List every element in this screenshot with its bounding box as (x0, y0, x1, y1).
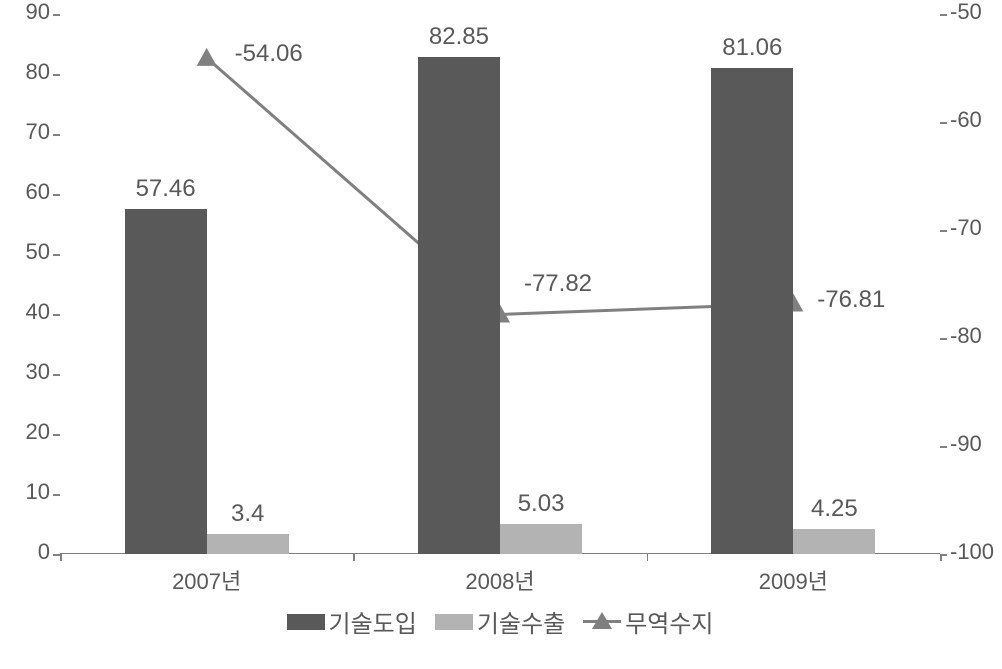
y-left-tick-mark (53, 494, 60, 496)
y-left-tick-label: 50 (0, 239, 50, 265)
line-series (207, 58, 794, 315)
bar-data-label: 5.03 (491, 490, 591, 518)
y-left-tick-mark (53, 314, 60, 316)
bar-data-label: 82.85 (409, 23, 509, 51)
bar-기술수출 (207, 534, 289, 554)
legend-item: 무역수지 (583, 604, 713, 639)
y-right-tick-mark (940, 446, 947, 448)
bar-기술도입 (125, 209, 207, 554)
y-right-tick-mark (940, 122, 947, 124)
legend-label: 기술수출 (477, 604, 565, 639)
legend-item: 기술수출 (435, 604, 565, 639)
legend-swatch (435, 614, 473, 630)
y-right-tick-label: -80 (950, 323, 982, 349)
y-left-tick-mark (53, 374, 60, 376)
x-tick-mark (353, 554, 355, 561)
x-tick-mark (60, 554, 62, 561)
y-right-tick-mark (940, 14, 947, 16)
legend-label: 기술도입 (329, 604, 417, 639)
y-left-tick-mark (53, 134, 60, 136)
y-left-tick-mark (53, 74, 60, 76)
y-left-tick-label: 90 (0, 0, 50, 25)
bar-기술도입 (418, 57, 500, 554)
line-marker (197, 48, 217, 66)
x-tick-mark (647, 554, 649, 561)
y-left-tick-mark (53, 254, 60, 256)
legend-label: 무역수지 (625, 604, 713, 639)
y-right-tick-label: -60 (950, 107, 982, 133)
y-left-tick-label: 20 (0, 419, 50, 445)
y-left-tick-mark (53, 194, 60, 196)
y-left-tick-label: 40 (0, 299, 50, 325)
y-left-tick-label: 60 (0, 179, 50, 205)
y-left-tick-label: 80 (0, 59, 50, 85)
y-right-tick-mark (940, 338, 947, 340)
y-left-tick-label: 70 (0, 119, 50, 145)
y-left-tick-label: 30 (0, 359, 50, 385)
y-right-tick-label: -100 (950, 539, 994, 565)
bar-기술수출 (793, 529, 875, 555)
y-right-tick-label: -90 (950, 431, 982, 457)
y-left-tick-mark (53, 554, 60, 556)
y-right-tick-label: -70 (950, 215, 982, 241)
y-right-tick-mark (940, 230, 947, 232)
legend-triangle-icon (592, 612, 612, 629)
line-data-label: -76.81 (801, 286, 901, 314)
combo-chart: 기술도입 기술수출 무역수지 0 10 20 30 40 50 60 70 80 90 -100 -90 -… (0, 0, 1002, 669)
x-category-label: 2009년 (733, 564, 853, 596)
legend: 기술도입 기술수출 무역수지 (60, 604, 940, 639)
bar-data-label: 4.25 (784, 495, 884, 523)
x-category-label: 2008년 (440, 564, 560, 596)
x-tick-mark (940, 554, 942, 561)
line-data-label: -54.06 (219, 40, 319, 68)
line-data-label: -77.82 (508, 270, 608, 298)
bar-data-label: 81.06 (702, 34, 802, 62)
y-left-tick-mark (53, 14, 60, 16)
legend-swatch (287, 614, 325, 630)
bar-기술수출 (500, 524, 582, 554)
x-category-label: 2007년 (147, 564, 267, 596)
bar-data-label: 57.46 (116, 175, 216, 203)
legend-item: 기술도입 (287, 604, 417, 639)
y-left-tick-mark (53, 434, 60, 436)
bar-data-label: 3.4 (198, 500, 298, 528)
bar-기술도입 (711, 68, 793, 554)
y-left-tick-label: 0 (0, 539, 50, 565)
legend-line-swatch (583, 620, 621, 623)
y-right-tick-label: -50 (950, 0, 982, 25)
y-left-tick-label: 10 (0, 479, 50, 505)
